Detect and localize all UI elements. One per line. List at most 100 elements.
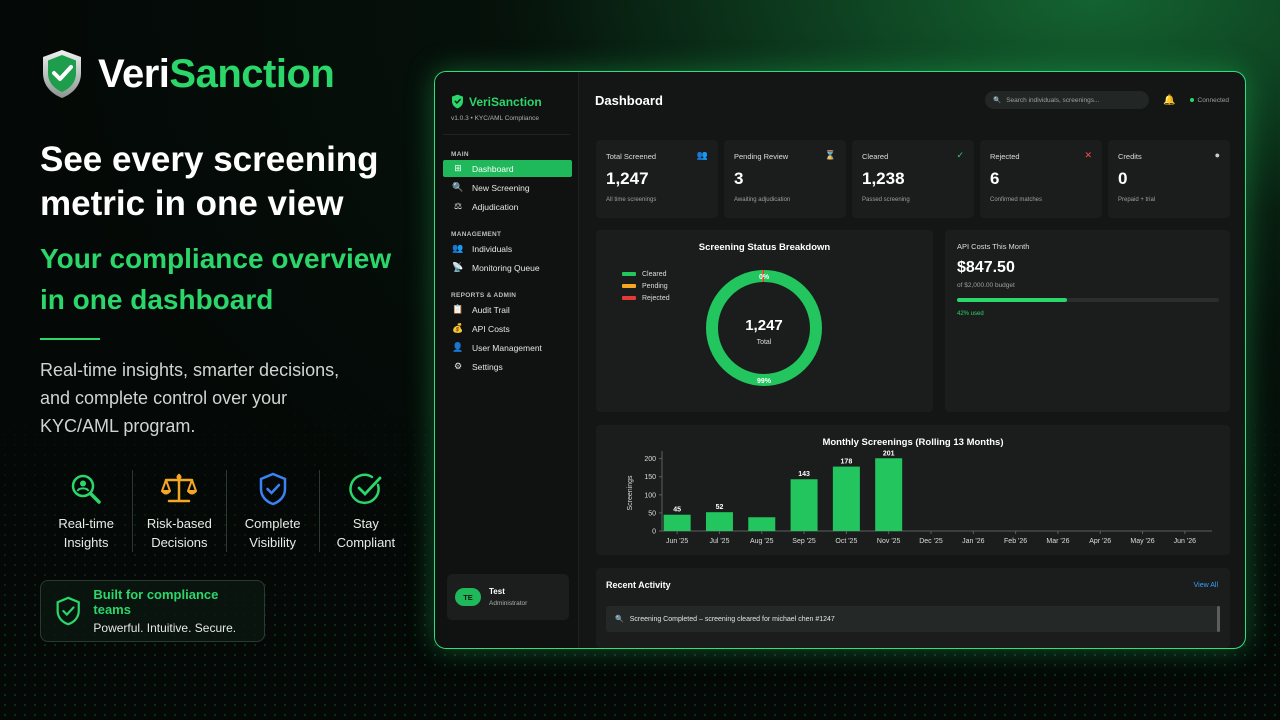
sidebar-brand-name: VeriSanction	[469, 94, 542, 109]
satellite-icon: 📡	[452, 262, 464, 272]
clipboard-icon: 📋	[452, 304, 464, 314]
feature-list: Real-time Insights Risk-based Decisions …	[40, 470, 412, 552]
bar-5	[875, 458, 903, 531]
view-all-link[interactable]: View All	[1193, 581, 1218, 589]
x-tick-label: Dec '25	[919, 538, 943, 545]
stat-card-total-screened[interactable]: Total Screened 1,247 All time screenings…	[596, 140, 718, 218]
budget-progress-fill	[957, 298, 1068, 302]
slice-label-cleared: 99%	[757, 378, 772, 385]
stat-label: Total Screened	[606, 152, 657, 161]
feature-label: Risk-based	[146, 516, 212, 531]
y-tick-label: 50	[648, 510, 656, 517]
grid-icon: ⊞	[454, 163, 462, 173]
bar-2	[748, 517, 776, 531]
search-user-icon	[44, 470, 128, 508]
sidebar-brand[interactable]: VeriSanction	[435, 72, 578, 109]
feature-item: Complete Visibility	[227, 470, 320, 552]
api-costs-panel: API Costs This Month $847.50 of $2,000.0…	[945, 230, 1230, 412]
hourglass-icon: ⌛	[824, 150, 836, 160]
stat-card-rejected[interactable]: Rejected 6 Confirmed matches ✕	[980, 140, 1102, 218]
sidebar-item-audit-trail[interactable]: 📋 Audit Trail	[443, 301, 572, 318]
description: Real-time insights, smarter decisions, a…	[40, 360, 340, 436]
activity-item[interactable]: 🔍 Screening Completed – screening cleare…	[606, 606, 1220, 632]
bar-data-label: 45	[673, 507, 681, 514]
monthly-screenings-panel: Monthly Screenings (Rolling 13 Months) 0…	[596, 425, 1230, 555]
stat-card-cleared[interactable]: Cleared 1,238 Passed screening ✓	[852, 140, 974, 218]
legend-label: Rejected	[642, 294, 670, 302]
user-profile[interactable]: TE Test Administrator	[447, 574, 569, 620]
scales-icon: ⚖	[453, 201, 463, 211]
api-costs-budget: of $2,000.00 budget	[957, 282, 1015, 289]
x-tick-label: Mar '26	[1046, 538, 1069, 545]
sidebar-item-label: Dashboard	[472, 163, 514, 174]
legend-label: Pending	[642, 282, 668, 290]
sidebar-item-label: New Screening	[472, 182, 530, 193]
x-tick-label: Apr '26	[1089, 538, 1111, 545]
sidebar-item-dashboard[interactable]: ⊞ Dashboard	[443, 160, 572, 177]
search-icon: 🔍	[452, 182, 464, 192]
stat-card-pending-review[interactable]: Pending Review 3 Awaiting adjudication ⌛	[724, 140, 846, 218]
sidebar-item-label: Adjudication	[472, 201, 519, 212]
sidebar-item-adjudication[interactable]: ⚖ Adjudication	[443, 198, 572, 215]
legend-item-rejected[interactable]: Rejected	[622, 292, 670, 304]
sidebar-item-new-screening[interactable]: 🔍 New Screening	[443, 179, 572, 196]
activity-title: Recent Activity	[606, 580, 671, 590]
legend-item-cleared[interactable]: Cleared	[622, 268, 670, 280]
x-tick-label: Nov '25	[877, 538, 901, 545]
x-tick-label: May '26	[1130, 538, 1154, 545]
badge-title: Built for compliance teams	[93, 587, 219, 617]
sidebar-item-api-costs[interactable]: 💰 API Costs	[443, 320, 572, 337]
feature-label: Compliant	[336, 535, 396, 550]
sidebar-item-monitoring-queue[interactable]: 📡 Monitoring Queue	[443, 259, 572, 276]
donut-center-value: 1,247	[745, 317, 783, 334]
stat-label: Rejected	[990, 152, 1020, 161]
brand-name: VeriSanction	[98, 51, 335, 96]
feature-label: Stay	[352, 516, 379, 531]
chart-title: Monthly Screenings (Rolling 13 Months)	[822, 437, 1004, 448]
api-costs-value: $847.50	[957, 259, 1015, 276]
bell-icon[interactable]: 🔔	[1163, 94, 1176, 106]
budget-used-text: 42% used	[957, 311, 984, 317]
section-reports: REPORTS & ADMIN	[451, 292, 517, 299]
sidebar: VeriSanction v1.0.3 • KYC/AML Compliance…	[435, 72, 579, 648]
bar-data-label: 178	[841, 459, 853, 466]
sidebar-item-user-management[interactable]: 👤 User Management	[443, 339, 572, 356]
shield-check-logo-icon	[452, 94, 463, 109]
sidebar-item-label: User Management	[472, 342, 542, 353]
main-content: Dashboard 🔍 Search individuals, screenin…	[579, 72, 1245, 648]
x-tick-label: Jun '26	[1174, 538, 1196, 545]
y-axis-label: Screenings	[627, 475, 634, 511]
sidebar-item-settings[interactable]: ⚙ Settings	[443, 358, 572, 375]
feature-label: Insights	[63, 535, 109, 550]
divider	[443, 134, 570, 135]
compliance-badge: Built for compliance teams Powerful. Int…	[40, 580, 265, 642]
stat-value: 3	[734, 169, 744, 188]
stat-value: 1,247	[606, 169, 649, 188]
brand-logo: VeriSanction	[40, 48, 420, 100]
gear-icon: ⚙	[453, 361, 463, 371]
sidebar-item-label: Individuals	[472, 243, 513, 254]
badge-subtitle: Powerful. Intuitive. Secure.	[93, 621, 237, 635]
connection-status: Connected	[1189, 96, 1229, 104]
feature-item: Stay Compliant	[320, 470, 412, 552]
bar-data-label: 143	[798, 471, 810, 478]
section-management: MANAGEMENT	[451, 231, 502, 238]
search-icon: 🔍	[993, 97, 1002, 104]
search-input[interactable]: 🔍 Search individuals, screenings...	[985, 91, 1150, 109]
donut-center-label: Total	[757, 339, 772, 346]
stat-card-credits[interactable]: Credits 0 Prepaid + trial ●	[1108, 140, 1230, 218]
stat-subtext: All time screenings	[606, 197, 657, 203]
subheadline: Your compliance overview in one dashboar…	[40, 243, 392, 315]
feature-item: Risk-based Decisions	[133, 470, 227, 552]
connection-status-label: Connected	[1197, 96, 1229, 104]
legend-item-pending[interactable]: Pending	[622, 280, 670, 292]
activity-text: Screening Completed – screening cleared …	[629, 615, 835, 623]
stat-subtext: Confirmed matches	[990, 197, 1043, 203]
scrollbar[interactable]	[1217, 606, 1220, 632]
user-icon: 👤	[452, 342, 464, 352]
check-icon: ✓	[956, 150, 964, 160]
y-tick-label: 0	[652, 529, 656, 536]
divider	[40, 338, 100, 340]
sidebar-item-individuals[interactable]: 👥 Individuals	[443, 240, 572, 257]
money-bag-icon: 💰	[452, 323, 464, 333]
